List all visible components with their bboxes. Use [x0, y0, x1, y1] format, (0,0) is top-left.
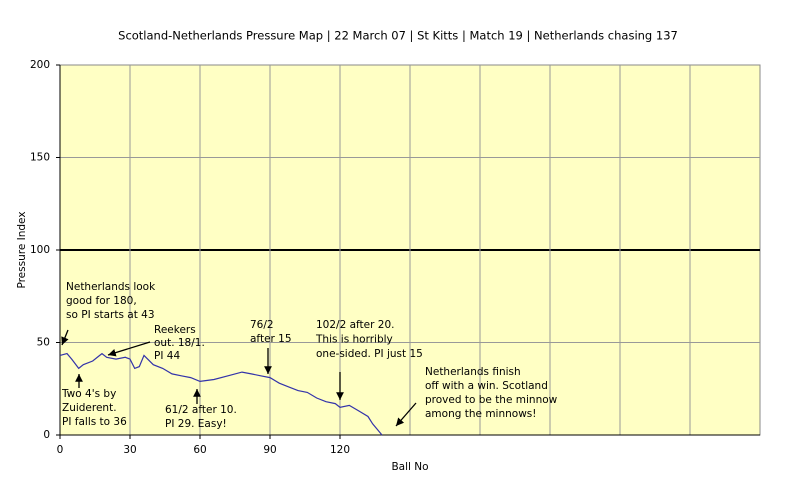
x-tick-label: 90	[263, 444, 276, 456]
annotation: good for 180,	[66, 295, 137, 307]
annotation-arrow	[395, 402, 417, 427]
annotation-arrow	[61, 329, 69, 346]
y-tick-label: 50	[37, 337, 50, 349]
pressure-line	[59, 352, 383, 436]
annotation: Reekers	[154, 324, 196, 336]
annotation: 102/2 after 20.	[316, 319, 394, 331]
y-tick-label: 150	[30, 152, 50, 164]
annotation: off with a win. Scotland	[425, 380, 548, 392]
annotation: Netherlands finish	[425, 366, 521, 378]
annotation: proved to be the minnow	[425, 394, 558, 406]
annotation: 61/2 after 10.	[165, 404, 237, 416]
annotation: PI falls to 36	[62, 416, 127, 428]
y-tick-label: 100	[30, 244, 50, 256]
annotation: out. 18/1.	[154, 337, 205, 349]
annotation: among the minnows!	[425, 408, 536, 420]
x-axis-label: Ball No	[391, 461, 428, 473]
x-tick-label: 30	[123, 444, 136, 456]
chart-title: Scotland-Netherlands Pressure Map | 22 M…	[118, 29, 678, 43]
y-axis-label: Pressure Index	[16, 211, 28, 288]
annotation: Zuiderent.	[62, 402, 117, 414]
x-tick-label: 0	[57, 444, 64, 456]
y-tick-label: 0	[43, 429, 50, 441]
annotation: PI 44	[154, 350, 180, 362]
x-tick-label: 120	[330, 444, 350, 456]
y-tick-label: 200	[30, 59, 50, 71]
annotation-arrow	[107, 341, 151, 357]
annotation: 76/2	[250, 319, 274, 331]
annotation: after 15	[250, 333, 292, 345]
annotation: so PI starts at 43	[66, 309, 155, 321]
annotation: This is horribly	[315, 334, 393, 346]
x-tick-label: 60	[193, 444, 206, 456]
annotation: PI 29. Easy!	[165, 418, 227, 430]
annotation: one-sided. PI just 15	[316, 348, 423, 360]
annotation: Two 4's by	[61, 388, 116, 400]
annotation: Netherlands look	[66, 281, 156, 293]
